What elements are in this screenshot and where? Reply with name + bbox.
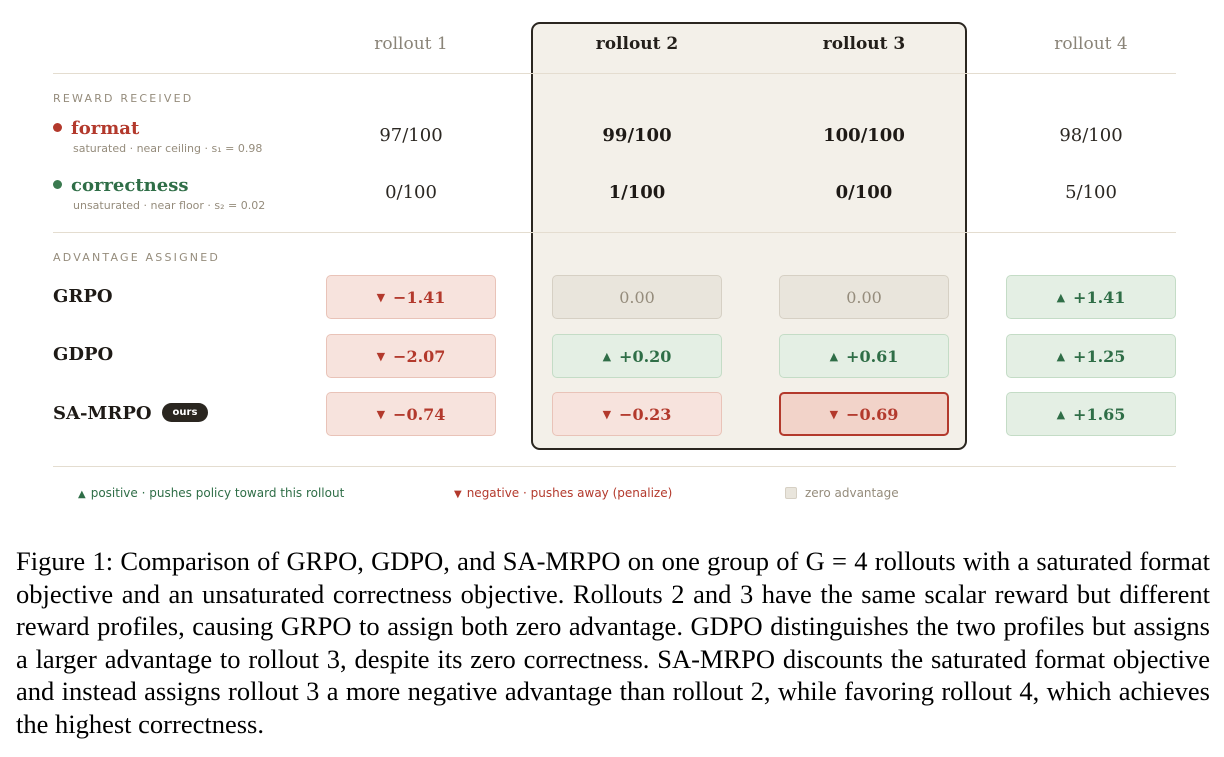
advantage-cell-emphasized: ▼ −0.69: [779, 392, 949, 436]
reward-cell: 98/100: [1059, 125, 1123, 146]
column-header-3: rollout 3: [822, 34, 906, 54]
down-arrow-icon: ▼: [376, 349, 386, 363]
divider-bottom: [53, 466, 1176, 467]
legend-label: positive · pushes policy toward this rol…: [90, 486, 345, 500]
advantage-cell: ▼ −2.07: [326, 334, 496, 378]
up-arrow-icon: ▲: [78, 489, 86, 500]
objective-name: format: [71, 118, 140, 139]
advantage-value: +1.25: [1073, 346, 1126, 366]
reward-cell: 100/100: [823, 125, 905, 146]
advantage-cell: 0.00: [552, 275, 722, 319]
advantage-value: −0.69: [846, 404, 899, 424]
legend-label: zero advantage: [805, 486, 899, 500]
method-name: SA-MRPO: [53, 403, 152, 424]
up-arrow-icon: ▲: [602, 349, 612, 363]
method-gdpo: GDPO: [53, 344, 113, 365]
reward-cell: 97/100: [379, 125, 443, 146]
down-arrow-icon: ▼: [376, 290, 386, 304]
correctness-dot-icon: [53, 180, 62, 189]
advantage-cell: ▲ +1.25: [1006, 334, 1176, 378]
objective-format: format saturated · near ceiling · s₁ = 0…: [53, 118, 262, 155]
advantage-cell: ▼ −0.74: [326, 392, 496, 436]
method-grpo: GRPO: [53, 286, 113, 307]
reward-cell: 99/100: [602, 125, 672, 146]
method-name: GDPO: [53, 344, 114, 365]
advantage-value: −1.41: [393, 287, 446, 307]
divider-top: [53, 73, 1176, 74]
section-label-reward: REWARD RECEIVED: [53, 92, 194, 105]
highlight-box: [531, 22, 967, 450]
ours-badge: ours: [161, 402, 209, 422]
method-name: GRPO: [53, 286, 113, 307]
advantage-value: +1.41: [1073, 287, 1126, 307]
objective-subtitle: unsaturated · near floor · s₂ = 0.02: [73, 199, 266, 212]
advantage-cell: ▲ +0.20: [552, 334, 722, 378]
advantage-cell: ▼ −1.41: [326, 275, 496, 319]
advantage-cell: ▼ −0.23: [552, 392, 722, 436]
section-label-advantage: ADVANTAGE ASSIGNED: [53, 251, 221, 264]
advantage-value: +0.61: [846, 346, 899, 366]
legend-label: negative · pushes away (penalize): [466, 486, 673, 500]
column-header-2: rollout 2: [595, 34, 679, 54]
objective-correctness: correctness unsaturated · near floor · s…: [53, 175, 265, 212]
reward-cell: 5/100: [1065, 182, 1117, 203]
legend-zero: zero advantage: [785, 486, 899, 500]
up-arrow-icon: ▲: [1056, 407, 1066, 421]
column-header-4: rollout 4: [1054, 34, 1128, 54]
column-header-1: rollout 1: [374, 34, 448, 54]
advantage-cell: ▲ +1.65: [1006, 392, 1176, 436]
zero-swatch-icon: [785, 486, 797, 499]
figure: rollout 1 rollout 2 rollout 3 rollout 4 …: [53, 22, 1176, 500]
advantage-value: +0.20: [619, 346, 672, 366]
advantage-cell: 0.00: [779, 275, 949, 319]
advantage-value: 0.00: [846, 287, 882, 307]
reward-cell: 1/100: [608, 182, 666, 203]
advantage-value: +1.65: [1073, 404, 1126, 424]
advantage-value: −0.74: [393, 404, 446, 424]
advantage-value: −0.23: [619, 404, 672, 424]
reward-cell: 0/100: [835, 182, 893, 203]
figure-caption: Figure 1: Comparison of GRPO, GDPO, and …: [16, 546, 1210, 739]
advantage-cell: ▲ +0.61: [779, 334, 949, 378]
legend-negative: ▼ negative · pushes away (penalize): [454, 486, 672, 500]
down-arrow-icon: ▼: [454, 489, 462, 500]
up-arrow-icon: ▲: [829, 349, 839, 363]
advantage-value: 0.00: [619, 287, 655, 307]
objective-name: correctness: [71, 175, 189, 196]
format-dot-icon: [53, 123, 62, 132]
divider-middle: [53, 232, 1176, 233]
down-arrow-icon: ▼: [829, 407, 839, 421]
down-arrow-icon: ▼: [602, 407, 612, 421]
legend-positive: ▲ positive · pushes policy toward this ro…: [78, 486, 344, 500]
down-arrow-icon: ▼: [376, 407, 386, 421]
method-sa-mrpo: SA-MRPO ours: [53, 402, 209, 424]
advantage-cell: ▲ +1.41: [1006, 275, 1176, 319]
up-arrow-icon: ▲: [1056, 290, 1066, 304]
objective-subtitle: saturated · near ceiling · s₁ = 0.98: [73, 142, 263, 155]
up-arrow-icon: ▲: [1056, 349, 1066, 363]
advantage-value: −2.07: [393, 346, 446, 366]
reward-cell: 0/100: [385, 182, 437, 203]
